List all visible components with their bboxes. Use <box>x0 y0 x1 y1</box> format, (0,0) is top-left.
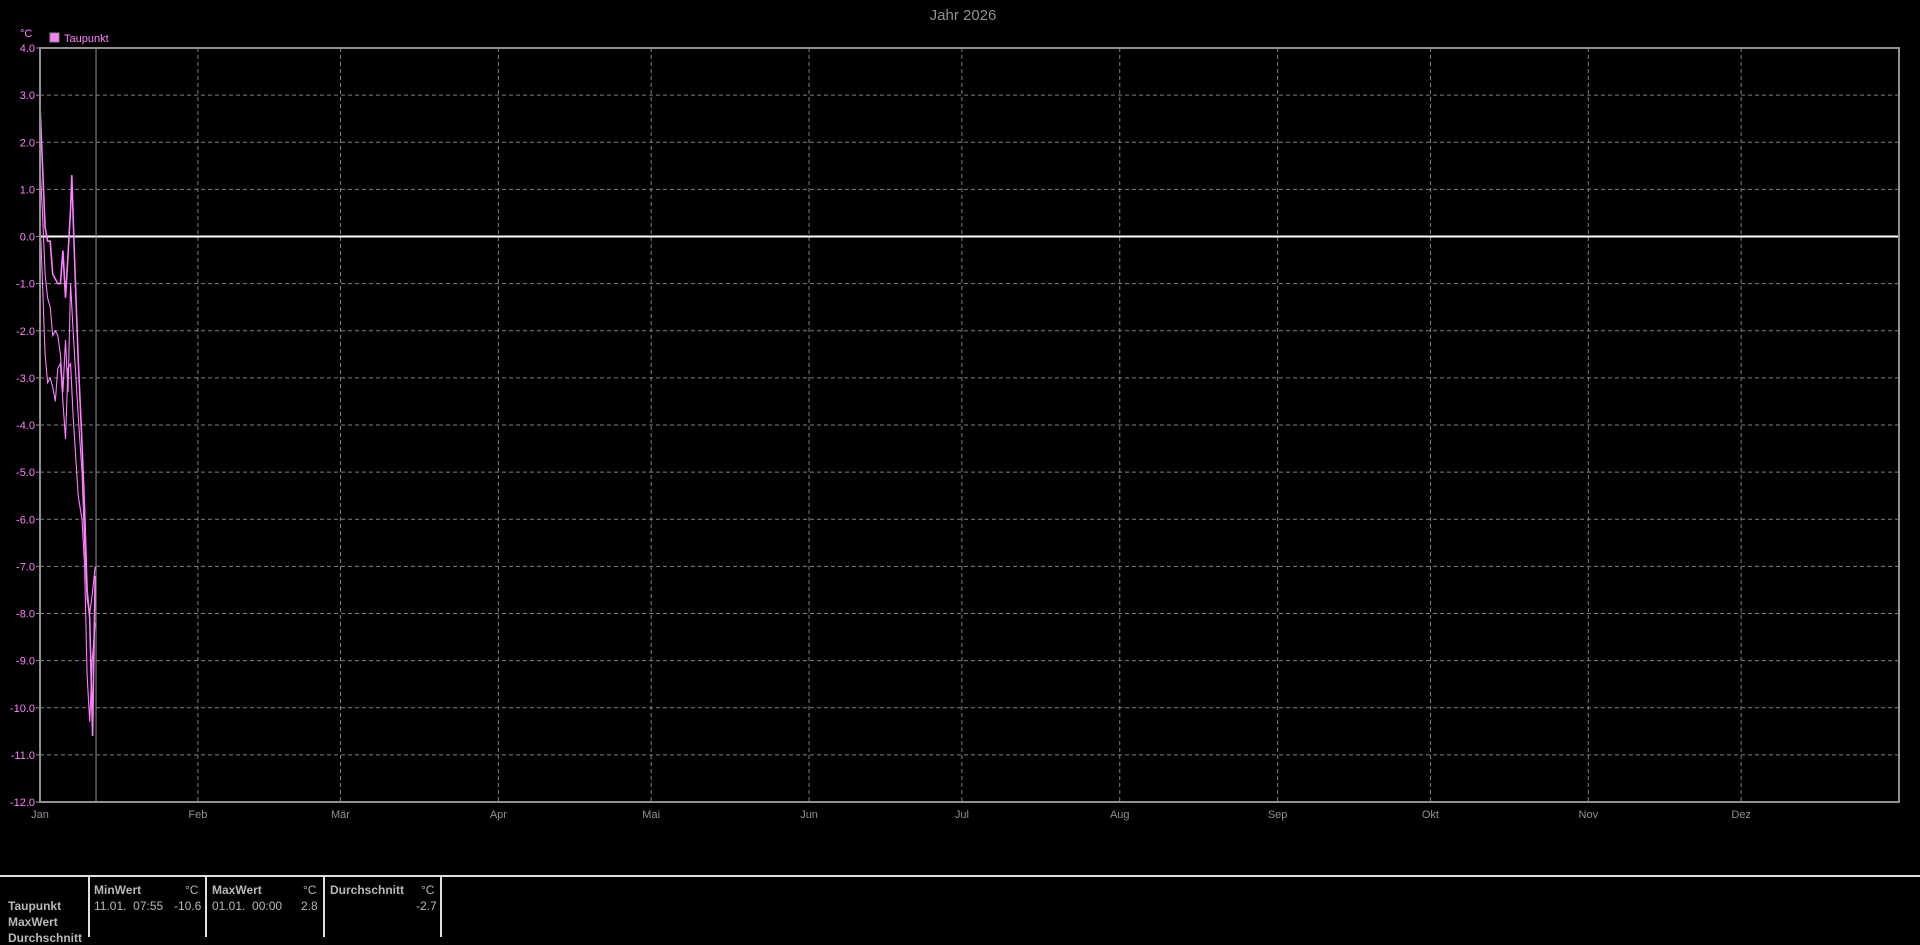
y-tick-label: -1.0 <box>16 279 35 291</box>
dewpoint-chart: Jahr 2026 °C Taupunkt 4.0 3.0 2.0 1.0 0.0 -1.… <box>10 7 1900 821</box>
y-tick-label: -5.0 <box>16 467 35 479</box>
max-time: 01.01. 00:00 <box>212 899 283 913</box>
x-tick-label: Mai <box>642 809 660 821</box>
x-tick-label: Apr <box>490 809 507 821</box>
x-tick-label: Sep <box>1268 809 1288 821</box>
avg-unit: °C <box>421 883 435 897</box>
min-unit: °C <box>185 883 199 897</box>
y-tick-label: -7.0 <box>16 561 35 573</box>
row-label-taupunkt: Taupunkt <box>8 899 62 913</box>
min-time: 11.01. 07:55 <box>94 899 164 913</box>
stats-table <box>0 875 1920 937</box>
max-unit: °C <box>303 883 317 897</box>
y-tick-label: 0.0 <box>20 232 35 244</box>
x-tick-label: Jan <box>31 809 49 821</box>
y-tick-label: -6.0 <box>16 514 35 526</box>
y-tick-label: -4.0 <box>16 420 35 432</box>
max-header: MaxWert <box>212 883 262 897</box>
max-value: 2.8 <box>301 899 318 913</box>
y-tick-label: 4.0 <box>20 43 35 55</box>
x-tick-label: Jun <box>800 809 818 821</box>
avg-header: Durchschnitt <box>330 883 405 897</box>
x-tick-label: Nov <box>1579 809 1599 821</box>
row-label-durchschnitt: Durchschnitt <box>8 931 83 945</box>
y-tick-label: -11.0 <box>11 750 35 762</box>
x-tick-label: Dez <box>1731 809 1751 821</box>
x-tick-label: Aug <box>1110 809 1130 821</box>
plot-frame <box>39 47 1900 803</box>
avg-value: -2.7 <box>416 899 437 913</box>
legend-swatch <box>49 32 60 43</box>
chart-title: Jahr 2026 <box>930 7 997 24</box>
min-header: MinWert <box>94 883 142 897</box>
row-label-maxwert: MaxWert <box>8 915 58 929</box>
y-tick-label: -2.0 <box>16 326 35 338</box>
y-tick-label: -3.0 <box>16 373 35 385</box>
min-value: -10.6 <box>174 899 202 913</box>
max-column <box>205 875 323 937</box>
y-tick-label: -12.0 <box>10 797 35 809</box>
y-tick-label: 3.0 <box>20 90 35 102</box>
x-tick-label: Okt <box>1422 809 1439 821</box>
avg-column <box>323 875 441 937</box>
series-line-1 <box>39 165 96 614</box>
y-axis-unit: °C <box>20 28 32 40</box>
x-tick-label: Jul <box>955 809 969 821</box>
min-column <box>88 875 205 937</box>
y-tick-label: 1.0 <box>20 184 35 196</box>
table-end <box>440 875 442 937</box>
x-tick-label: Feb <box>188 809 207 821</box>
y-tick-label: -8.0 <box>16 609 35 621</box>
series-line-2 <box>39 217 96 722</box>
y-tick-label: -9.0 <box>16 656 35 668</box>
x-tick-label: Mär <box>331 809 350 821</box>
y-tick-label: 2.0 <box>20 137 35 149</box>
series-line-0 <box>39 104 96 737</box>
y-tick-label: -10.0 <box>10 703 35 715</box>
legend-label: Taupunkt <box>64 33 109 45</box>
